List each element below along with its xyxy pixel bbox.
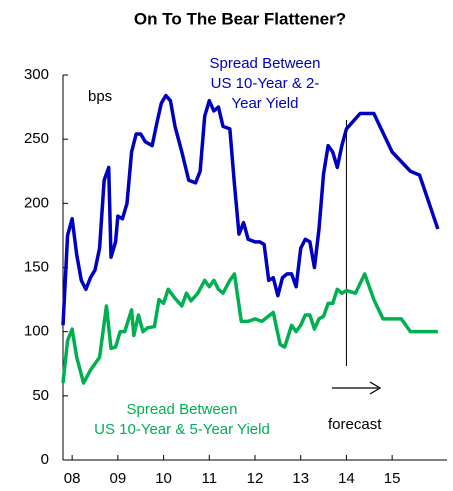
series-label: Spread Between (210, 55, 321, 72)
x-tick-label: 13 (292, 470, 309, 487)
annotation: forecast (328, 416, 382, 433)
y-tick-label: 0 (41, 451, 49, 468)
series-label: Year Yield (231, 95, 298, 112)
series-line (61, 93, 440, 326)
series-label: US 10-Year & 5-Year Yield (94, 421, 270, 438)
series-label: US 10-Year & 2- (211, 75, 320, 92)
y-tick-label: 200 (24, 194, 49, 211)
chart-title: On To The Bear Flattener? (134, 9, 346, 28)
y-tick-label: 300 (24, 66, 49, 83)
y-axis-label: bps (88, 88, 112, 105)
x-tick-label: 09 (110, 470, 127, 487)
x-tick-label: 15 (384, 470, 401, 487)
x-tick-label: 11 (201, 470, 217, 487)
y-tick-label: 150 (24, 258, 49, 275)
x-tick-label: 08 (64, 470, 81, 487)
y-tick-label: 250 (24, 130, 49, 147)
y-tick-label: 50 (32, 387, 49, 404)
x-tick-label: 10 (155, 470, 172, 487)
x-tick-label: 14 (338, 470, 355, 487)
y-tick-label: 100 (24, 323, 49, 340)
arrow-head (369, 381, 382, 395)
series-line (61, 272, 438, 385)
series-label: Spread Between (127, 401, 238, 418)
x-tick-label: 12 (247, 470, 264, 487)
